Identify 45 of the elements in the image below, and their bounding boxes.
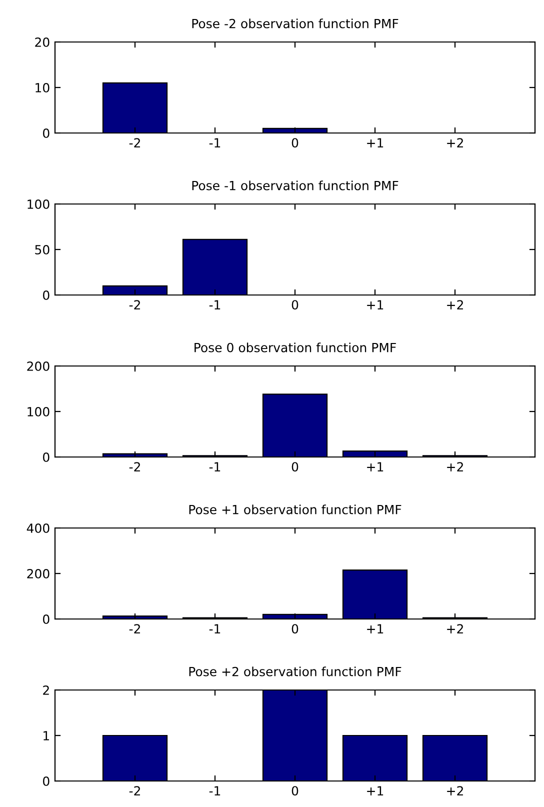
x-tick-label: -1	[209, 138, 220, 148]
x-tick-label: +1	[367, 786, 384, 796]
x-tick-label: 0	[292, 300, 298, 310]
y-tick-label: 50	[35, 244, 50, 254]
y-tick-label: 10	[36, 82, 50, 92]
chart-title: Pose 0 observation function PMF	[194, 342, 396, 352]
y-tick-label: 0	[43, 614, 50, 624]
x-tick-label: +1	[367, 624, 384, 634]
y-tick-label: 0	[43, 776, 50, 786]
y-tick-label: 1	[44, 731, 49, 740]
x-tick-label: +1	[367, 138, 384, 148]
chart-title: Pose +1 observation function PMF	[189, 504, 402, 514]
x-tick-label: +2	[447, 300, 463, 310]
x-tick-label: +2	[447, 462, 463, 472]
y-tick-label: 0	[43, 128, 50, 138]
chart-title: Pose -1 observation function PMF	[192, 180, 398, 190]
y-tick-label: 0	[43, 452, 50, 462]
y-tick-label: 2	[43, 685, 49, 695]
x-tick-label: 0	[292, 138, 298, 148]
x-tick-label: -2	[129, 624, 140, 634]
x-tick-label: -2	[129, 138, 140, 148]
x-tick-label: -1	[209, 462, 220, 472]
y-tick-label: 200	[27, 361, 50, 371]
x-tick-label: -1	[209, 624, 220, 634]
x-tick-label: -1	[209, 300, 220, 310]
x-tick-label: 0	[292, 624, 298, 634]
y-tick-label: 100	[28, 406, 50, 416]
y-tick-label: 20	[35, 37, 50, 47]
x-tick-label: 0	[292, 462, 298, 472]
x-tick-label: -2	[129, 786, 140, 796]
y-tick-label: 100	[28, 199, 50, 209]
chart-title: Pose +2 observation function PMF	[189, 666, 402, 676]
x-tick-label: +2	[447, 138, 463, 148]
x-tick-label: +1	[367, 462, 384, 472]
x-tick-label: -2	[129, 462, 140, 472]
y-tick-label: 200	[27, 568, 50, 578]
x-tick-label: +2	[447, 786, 463, 796]
x-tick-label: 0	[292, 786, 298, 796]
chart-title: Pose -2 observation function PMF	[192, 18, 398, 28]
y-tick-label: 400	[26, 523, 50, 533]
x-tick-label: +2	[447, 624, 463, 634]
y-tick-label: 0	[43, 290, 50, 300]
x-tick-label: -2	[129, 300, 140, 310]
x-tick-label: -1	[209, 786, 220, 796]
x-tick-label: +1	[367, 300, 384, 310]
